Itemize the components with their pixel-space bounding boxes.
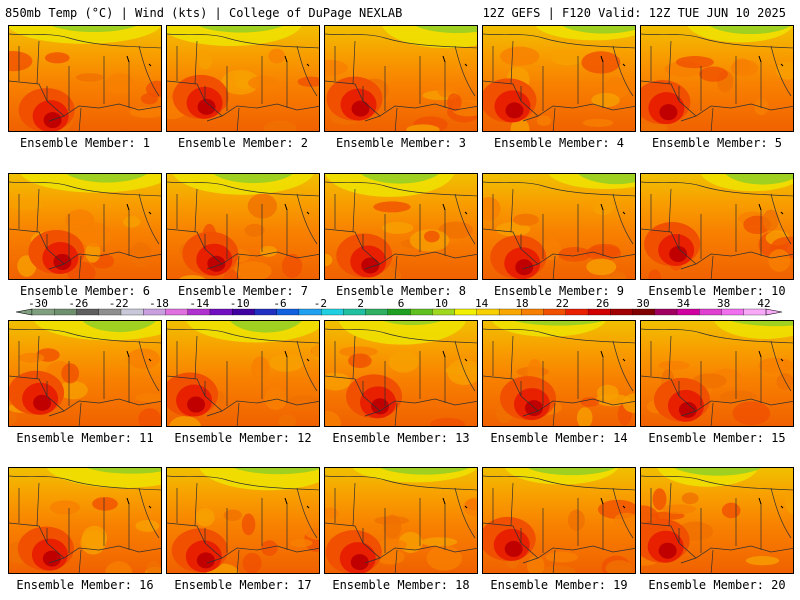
model-run-info: 12Z GEFS | F120 Valid: 12Z TUE JUN 10 20…	[482, 6, 786, 20]
ensemble-member-map	[8, 25, 162, 132]
ensemble-member-label: Ensemble Member: 20	[648, 578, 786, 592]
ensemble-member-label: Ensemble Member: 6	[19, 284, 151, 298]
ensemble-member-map	[324, 320, 478, 427]
ensemble-member-map	[482, 467, 636, 574]
ensemble-member-label: Ensemble Member: 11	[16, 431, 154, 445]
temperature-field	[325, 468, 477, 573]
ensemble-member-map	[8, 173, 162, 280]
colorbar-tick-label: 26	[596, 297, 609, 310]
temperature-field	[9, 468, 161, 573]
temperature-field	[483, 321, 635, 426]
ensemble-member-label: Ensemble Member: 10	[648, 284, 786, 298]
colorbar-segment	[409, 308, 433, 316]
ensemble-member-map	[8, 467, 162, 574]
ensemble-member-map	[640, 320, 794, 427]
colorbar-tick-label: -22	[109, 297, 129, 310]
temperature-field	[167, 468, 319, 573]
temperature-field	[167, 26, 319, 131]
colorbar-segment	[565, 308, 589, 316]
colorbar-segment	[654, 308, 678, 316]
ensemble-member-map	[8, 320, 162, 427]
colorbar-tick-label: 42	[757, 297, 770, 310]
colorbar-tick-label: -26	[68, 297, 88, 310]
ensemble-member-label: Ensemble Member: 1	[19, 136, 151, 150]
ensemble-member-label: Ensemble Member: 2	[177, 136, 309, 150]
temperature-field	[641, 26, 793, 131]
ensemble-member-map	[482, 25, 636, 132]
temperature-field	[167, 321, 319, 426]
ensemble-member-map	[166, 173, 320, 280]
ensemble-member-map	[324, 467, 478, 574]
temperature-colorbar: -30 -26 -22 -18 -14 -10 -6 -2 2 6 10 14 18 22 26 30 34 38…	[15, 297, 783, 316]
ensemble-member-label: Ensemble Member: 14	[490, 431, 628, 445]
colorbar-tick-label: 38	[717, 297, 730, 310]
ensemble-member-label: Ensemble Member: 7	[177, 284, 309, 298]
ensemble-member-label: Ensemble Member: 16	[16, 578, 154, 592]
ensemble-member-label: Ensemble Member: 17	[174, 578, 312, 592]
colorbar-tick-label: -6	[273, 297, 286, 310]
colorbar-tick-label: 22	[556, 297, 569, 310]
ensemble-member-map	[166, 25, 320, 132]
colorbar-tick-label: 18	[515, 297, 528, 310]
colorbar-segment	[610, 308, 633, 316]
colorbar-tick-label: -18	[149, 297, 169, 310]
colorbar-tick-label: 2	[357, 297, 364, 310]
ensemble-member-map	[166, 320, 320, 427]
ensemble-member-label: Ensemble Member: 15	[648, 431, 786, 445]
temperature-field	[325, 174, 477, 279]
colorbar-tick-label: 10	[435, 297, 448, 310]
ensemble-member-label: Ensemble Member: 8	[335, 284, 467, 298]
temperature-field	[325, 321, 477, 426]
temperature-field	[483, 174, 635, 279]
colorbar-tick-label: -30	[28, 297, 48, 310]
colorbar-tick-label: -10	[230, 297, 250, 310]
ensemble-member-map	[640, 467, 794, 574]
ensemble-member-map	[324, 173, 478, 280]
colorbar-tick-label: 14	[475, 297, 489, 310]
ensemble-member-label: Ensemble Member: 19	[490, 578, 628, 592]
colorbar-tick-label: 34	[677, 297, 691, 310]
temperature-field	[483, 26, 635, 131]
ensemble-member-map	[640, 25, 794, 132]
ensemble-member-label: Ensemble Member: 3	[335, 136, 467, 150]
ensemble-member-map	[482, 173, 636, 280]
temperature-field	[167, 174, 319, 279]
temperature-field	[641, 321, 793, 426]
ensemble-member-map	[324, 25, 478, 132]
ensemble-member-map	[482, 320, 636, 427]
temperature-field	[483, 468, 635, 573]
ensemble-member-map	[166, 467, 320, 574]
colorbar-arrow-right	[765, 308, 783, 316]
colorbar-segment	[454, 308, 478, 316]
temperature-field	[325, 26, 477, 131]
ensemble-member-label: Ensemble Member: 5	[651, 136, 783, 150]
temperature-field	[9, 321, 161, 426]
colorbar-tick-label: 30	[636, 297, 649, 310]
colorbar-tick-label: 6	[398, 297, 405, 310]
ensemble-member-label: Ensemble Member: 18	[332, 578, 470, 592]
colorbar-tick-label: -2	[314, 297, 327, 310]
ensemble-member-label: Ensemble Member: 9	[493, 284, 625, 298]
temperature-field	[641, 174, 793, 279]
ensemble-member-map	[640, 173, 794, 280]
temperature-field	[9, 26, 161, 131]
colorbar-tick-label: -14	[189, 297, 209, 310]
temperature-field	[641, 468, 793, 573]
colorbar-segment	[365, 308, 389, 316]
ensemble-member-label: Ensemble Member: 4	[493, 136, 625, 150]
ensemble-member-label: Ensemble Member: 12	[174, 431, 312, 445]
map-title: 850mb Temp (°C) | Wind (kts) | College o…	[5, 6, 403, 20]
ensemble-member-label: Ensemble Member: 13	[332, 431, 470, 445]
temperature-field	[9, 174, 161, 279]
